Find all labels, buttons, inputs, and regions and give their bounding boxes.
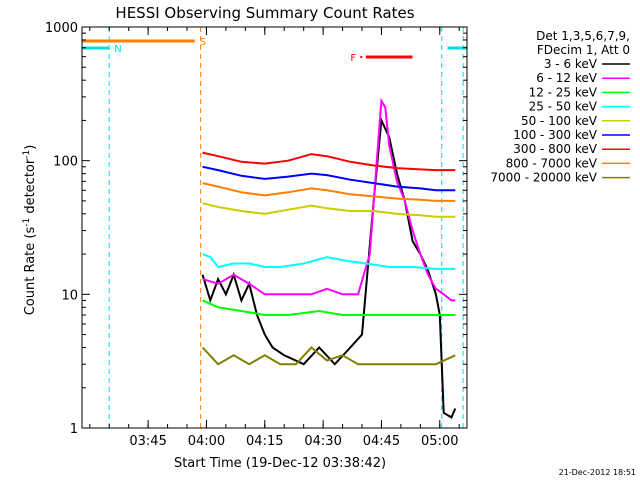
series-line-8 [201, 346, 456, 366]
x-tick-label-5: 05:00 [421, 434, 458, 449]
series-line-7 [202, 182, 456, 202]
legend-label-5: 100 - 300 keV [513, 128, 597, 142]
series-line-4 [202, 202, 456, 218]
legend-label-6: 300 - 800 keV [513, 142, 597, 156]
legend-header-line-2: FDecim 1, Att 0 [537, 43, 630, 57]
legend-label-7: 800 - 7000 keV [506, 156, 598, 170]
x-tick-label-4: 04:45 [363, 434, 400, 449]
legend-label-4: 50 - 100 keV [521, 114, 598, 128]
x-tick-label-0: 03:45 [129, 434, 166, 449]
legend-label-0: 3 - 6 keV [544, 57, 598, 71]
x-tick-label-3: 04:30 [304, 434, 341, 449]
series-line-0 [201, 116, 457, 419]
series-line-5 [202, 165, 456, 192]
y-tick-label-0: 1 [70, 422, 78, 437]
legend-label-3: 25 - 50 keV [529, 100, 598, 114]
series-line-3 [202, 253, 456, 270]
legend-header-line-1: Det 1,3,5,6,7,9, [536, 29, 630, 43]
x-axis-label: Start Time (19-Dec-12 03:38:42) [174, 456, 386, 471]
vertical-markers [108, 27, 464, 428]
y-tick-label-3: 1000 [45, 21, 78, 36]
top-bars: N S F [82, 37, 467, 64]
top-bar-label-2: S [200, 37, 206, 48]
legend-label-1: 6 - 12 keV [536, 71, 598, 85]
y-tick-label-1: 10 [61, 288, 78, 303]
top-bar-label-3: F [350, 53, 356, 64]
y-axis-label: Count Rate (s-1 detector-1) [22, 145, 38, 316]
legend: Det 1,3,5,6,7,9, FDecim 1, Att 0 3 - 6 k… [490, 29, 630, 185]
legend-label-2: 12 - 25 keV [529, 85, 598, 99]
top-bar-label-0: N [114, 44, 121, 55]
y-tick-label-2: 100 [53, 155, 78, 170]
date-stamp: 21-Dec-2012 18:51 [559, 468, 636, 477]
x-axis: 03:45 04:00 04:15 04:30 04:45 05:00 [89, 27, 460, 449]
series-layer [201, 97, 457, 419]
series-line-2 [202, 299, 456, 316]
top-bar-dot [360, 56, 363, 58]
series-line-1 [202, 97, 456, 302]
chart-title: HESSI Observing Summary Count Rates [115, 4, 414, 22]
plot-frame [81, 26, 468, 429]
y-axis: 1 10 100 1000 [45, 21, 467, 437]
series-line-6 [202, 151, 456, 172]
legend-label-8: 7000 - 20000 keV [490, 171, 597, 185]
x-tick-label-1: 04:00 [188, 434, 225, 449]
x-tick-label-2: 04:15 [246, 434, 283, 449]
